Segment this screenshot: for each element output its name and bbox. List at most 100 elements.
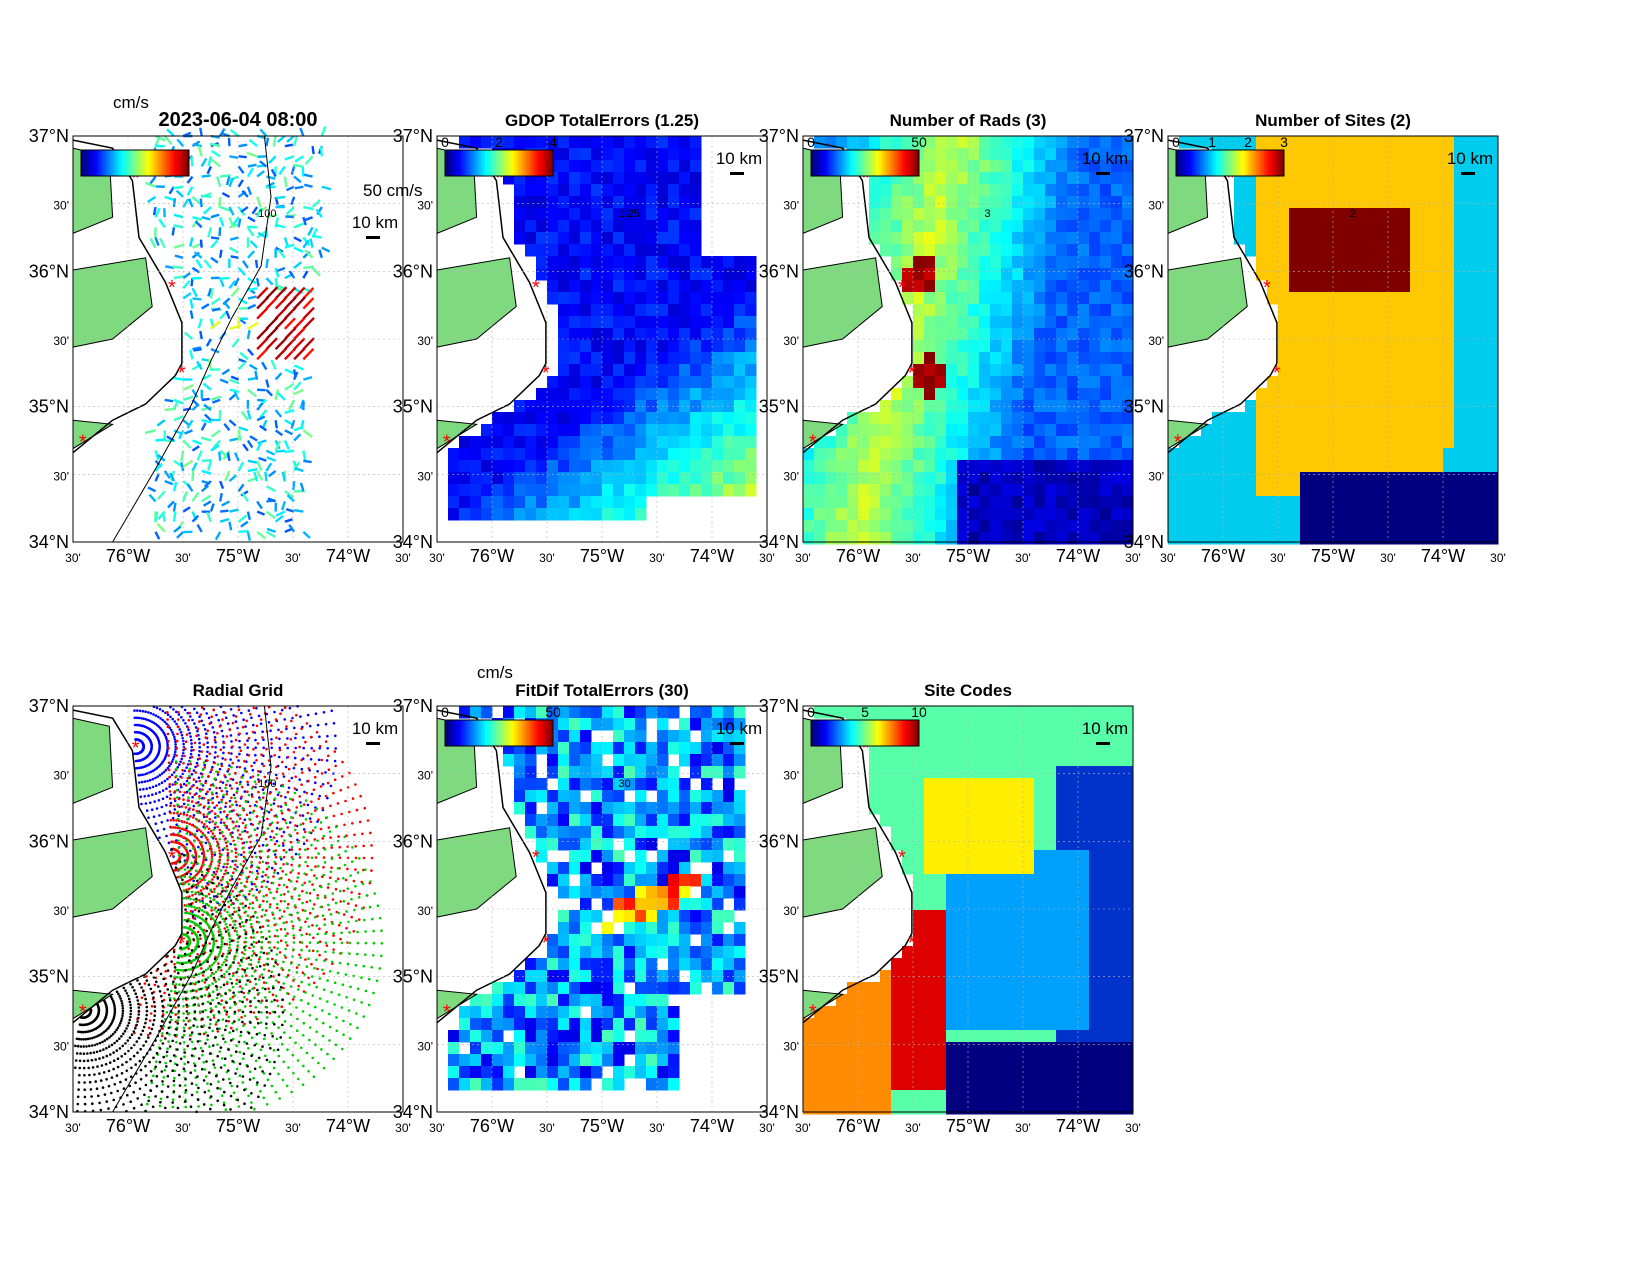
radial-grid-point [197,737,201,741]
radial-grid-point [166,777,169,781]
current-vector [246,409,252,420]
current-vector [283,237,290,247]
data-cell [646,136,658,149]
radial-grid-point [313,903,316,906]
current-vector [246,167,254,178]
data-cell [1487,184,1499,197]
radial-grid-point [273,946,276,949]
radial-grid-point [164,970,167,973]
data-cell [646,316,658,329]
data-cell [1487,376,1499,389]
data-cell [613,280,625,293]
lat-tick-label: 37°N [759,126,799,146]
data-cell [668,208,680,221]
radial-grid-point [323,918,327,921]
data-cell [1399,172,1411,185]
radial-grid-point [256,742,260,745]
radial-grid-point [179,760,182,764]
data-cell [1388,136,1400,149]
radial-grid-point [218,786,222,790]
current-vector [293,425,304,432]
data-cell [968,148,980,161]
radial-grid-point [305,839,309,842]
data-cell [968,364,980,377]
radial-grid-point [165,834,168,838]
data-cell [1234,484,1246,497]
radial-grid-point [245,760,248,763]
data-cell [803,448,815,461]
current-vector [200,436,212,442]
radial-grid-point [181,769,184,772]
data-cell [1201,436,1213,449]
data-cell [1212,412,1224,425]
data-cell [1465,196,1477,209]
radial-grid-point [240,711,243,715]
radial-grid-point [168,783,171,786]
radial-grid-point [244,826,247,829]
data-cell [957,136,969,149]
current-vector [144,429,156,435]
data-cell [1311,352,1323,365]
data-cell [814,460,826,473]
radial-grid-point [276,906,279,910]
data-cell [1311,160,1323,173]
radial-grid-point [211,832,215,835]
radial-grid-point [178,763,181,766]
current-vector [164,195,175,202]
current-vector [293,222,305,229]
radial-grid-point [210,909,213,912]
data-cell [646,184,658,197]
data-cell [1111,484,1123,497]
radial-grid-point [326,734,329,738]
radial-grid-point [250,882,254,886]
radial-grid-point [184,747,187,751]
radial-grid-point [211,745,214,749]
data-cell [1421,232,1433,245]
data-cell [525,484,537,497]
current-vector [182,279,191,290]
data-cell [1355,412,1367,425]
data-cell [635,364,647,377]
data-cell [668,424,680,437]
data-cell [668,340,680,353]
data-cell [1366,364,1378,377]
data-cell [646,472,658,485]
data-cell [558,244,570,257]
radial-grid-point [173,797,176,800]
radial-grid-point [203,815,206,819]
data-cell [1111,388,1123,401]
data-cell [935,268,947,281]
current-vector [253,471,259,482]
radial-grid-point [232,793,236,797]
data-cell [1045,268,1057,281]
data-cell [1212,436,1224,449]
data-cell [657,328,669,341]
radial-grid-point [214,915,218,918]
data-cell [547,256,559,269]
colorbar-swatch [459,150,462,176]
data-cell [1056,172,1068,185]
data-cell [1122,484,1134,497]
data-cell [1190,532,1202,545]
radial-grid-point [302,803,306,806]
data-cell [1443,268,1455,281]
current-vector [199,330,203,340]
data-cell [1333,460,1345,473]
data-cell [690,352,702,365]
data-cell [635,220,647,233]
data-cell [679,280,691,293]
data-cell [646,436,658,449]
data-cell [1465,496,1477,509]
current-vector [234,452,240,462]
data-cell [734,364,746,377]
data-cell [734,340,746,353]
radial-grid-point [278,748,282,752]
radial-grid-point [200,750,204,753]
data-cell [1344,232,1356,245]
data-cell [1399,304,1411,317]
radial-grid-point [190,742,193,745]
radial-grid-point [277,728,280,732]
data-cell [613,220,625,233]
radial-grid-point [290,863,293,867]
current-vector [266,527,277,533]
